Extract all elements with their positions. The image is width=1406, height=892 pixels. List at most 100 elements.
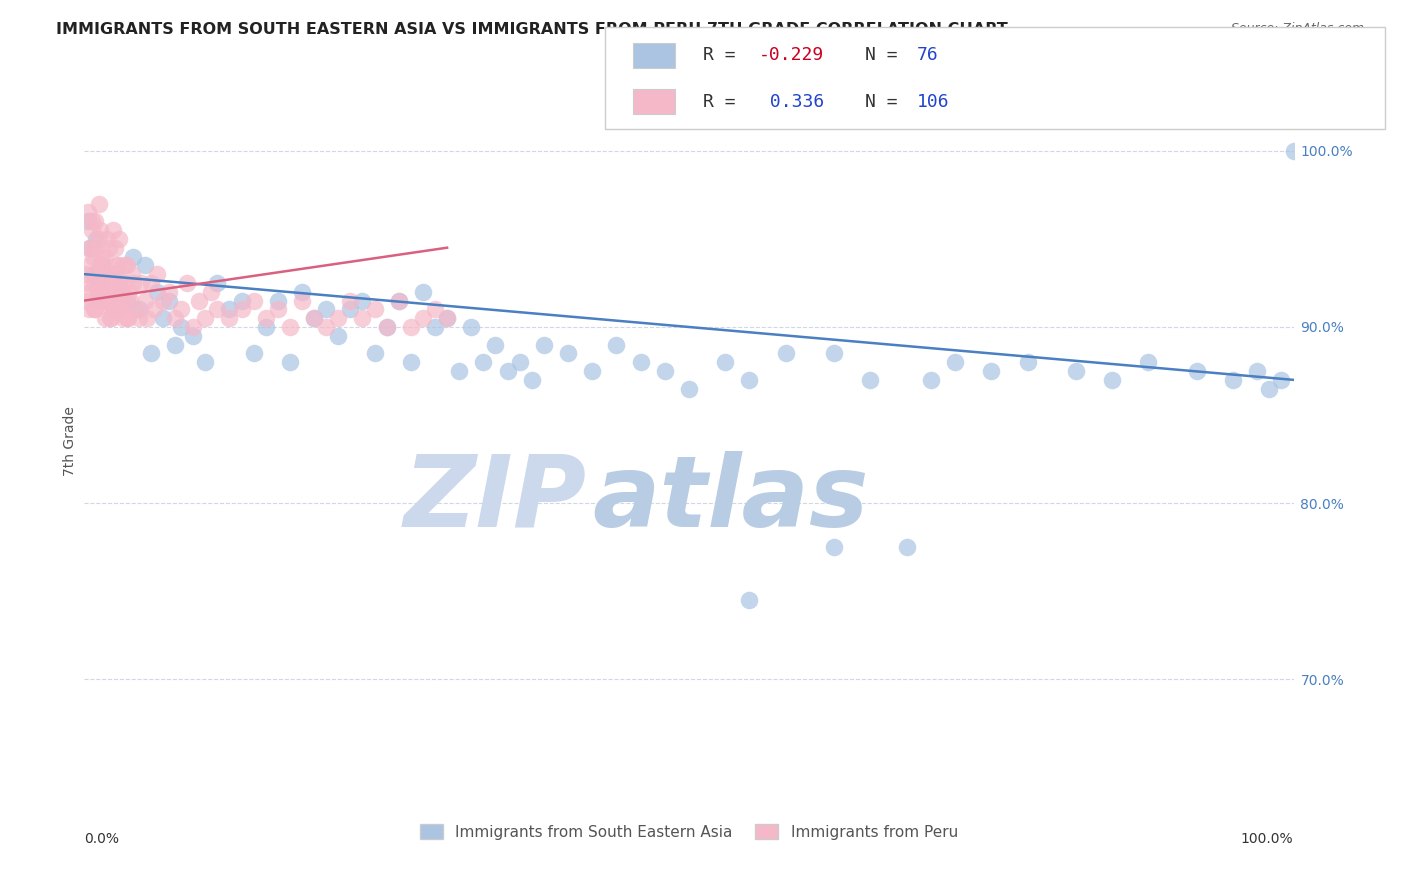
Point: [363, 302, 385, 317]
Point: [423, 302, 446, 317]
Text: ZIP: ZIP: [404, 450, 586, 548]
Point: [449, 364, 471, 378]
Point: [89, 258, 111, 272]
Text: IMMIGRANTS FROM SOUTH EASTERN ASIA VS IMMIGRANTS FROM PERU 7TH GRADE CORRELATION: IMMIGRANTS FROM SOUTH EASTERN ASIA VS IM…: [56, 22, 1008, 37]
Point: [104, 241, 127, 255]
Point: [75, 267, 97, 281]
Point: [605, 337, 627, 351]
Text: 0.336: 0.336: [759, 93, 824, 111]
Point: [112, 258, 135, 272]
Point: [231, 302, 253, 317]
Point: [181, 328, 204, 343]
Point: [97, 241, 120, 255]
Point: [165, 337, 187, 351]
Point: [128, 311, 150, 326]
Point: [291, 293, 314, 308]
Point: [110, 285, 132, 299]
Point: [339, 302, 361, 317]
Point: [86, 241, 108, 255]
Point: [104, 267, 127, 281]
Point: [738, 373, 761, 387]
Point: [77, 205, 100, 219]
Point: [84, 302, 107, 317]
Point: [115, 293, 138, 308]
Point: [104, 276, 127, 290]
Point: [86, 232, 108, 246]
Point: [1246, 364, 1268, 378]
Point: [412, 311, 434, 326]
Point: [94, 285, 117, 299]
Point: [339, 293, 361, 308]
Point: [509, 355, 531, 369]
Point: [87, 276, 110, 290]
Point: [84, 214, 107, 228]
Point: [278, 355, 301, 369]
Point: [87, 232, 110, 246]
Point: [302, 311, 325, 326]
Point: [120, 293, 142, 308]
Point: [352, 311, 374, 326]
Point: [139, 276, 162, 290]
Point: [100, 311, 122, 326]
Point: [436, 311, 458, 326]
Point: [76, 293, 98, 308]
Point: [90, 293, 112, 308]
Point: [98, 311, 121, 326]
Point: [375, 320, 398, 334]
Point: [363, 346, 385, 360]
Point: [328, 328, 350, 343]
Point: [291, 285, 314, 299]
Point: [654, 364, 676, 378]
Point: [714, 355, 737, 369]
Point: [170, 302, 193, 317]
Point: [315, 320, 337, 334]
Point: [472, 355, 495, 369]
Point: [82, 250, 104, 264]
Point: [1017, 355, 1039, 369]
Point: [121, 267, 143, 281]
Point: [86, 285, 108, 299]
Text: N =: N =: [865, 93, 897, 111]
Point: [460, 320, 482, 334]
Point: [738, 593, 761, 607]
Text: R =: R =: [703, 93, 735, 111]
Point: [121, 250, 143, 264]
Point: [176, 276, 198, 290]
Point: [97, 293, 120, 308]
Point: [97, 285, 120, 299]
Point: [86, 267, 108, 281]
Point: [77, 302, 100, 317]
Point: [114, 276, 136, 290]
Text: 100.0%: 100.0%: [1241, 831, 1294, 846]
Point: [194, 355, 217, 369]
Point: [100, 293, 122, 308]
Point: [118, 285, 141, 299]
Point: [96, 232, 118, 246]
Text: -0.229: -0.229: [759, 46, 824, 64]
Point: [124, 302, 146, 317]
Point: [170, 320, 193, 334]
Text: 106: 106: [917, 93, 949, 111]
Point: [1270, 373, 1292, 387]
Point: [943, 355, 966, 369]
Point: [823, 346, 845, 360]
Point: [107, 293, 129, 308]
Point: [94, 267, 117, 281]
Point: [484, 337, 506, 351]
Point: [115, 258, 138, 272]
Text: R =: R =: [703, 46, 735, 64]
Point: [108, 276, 131, 290]
Text: 0.0%: 0.0%: [84, 831, 120, 846]
Point: [80, 214, 103, 228]
Point: [108, 232, 131, 246]
Point: [218, 302, 240, 317]
Point: [111, 293, 134, 308]
Point: [77, 214, 100, 228]
Point: [82, 241, 104, 255]
Point: [146, 267, 169, 281]
Point: [194, 311, 217, 326]
Point: [93, 293, 115, 308]
Point: [436, 311, 458, 326]
Point: [94, 311, 117, 326]
Legend: Immigrants from South Eastern Asia, Immigrants from Peru: Immigrants from South Eastern Asia, Immi…: [413, 818, 965, 846]
